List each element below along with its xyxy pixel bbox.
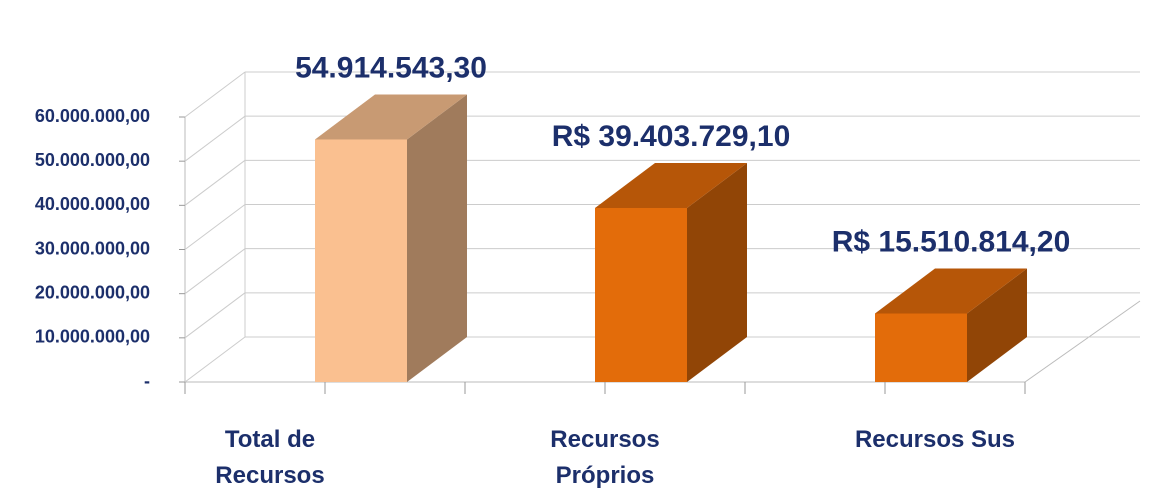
value-label: R$ 39.403.729,10 bbox=[552, 120, 791, 153]
bar-top bbox=[595, 162, 747, 208]
y-tick-label: 30.000.000,00 bbox=[35, 238, 150, 258]
y-tick-label: 50.000.000,00 bbox=[35, 150, 150, 170]
floor-line bbox=[1024, 300, 1141, 383]
x-tick-label: Total de Recursos bbox=[215, 426, 325, 489]
bar bbox=[315, 139, 407, 382]
y-tick-label: - bbox=[144, 371, 150, 391]
grid-line bbox=[184, 248, 246, 295]
grid-line bbox=[184, 159, 246, 206]
grid-line bbox=[184, 336, 246, 383]
y-tick-label: 40.000.000,00 bbox=[35, 194, 150, 214]
bar-side bbox=[407, 94, 467, 383]
value-label: 54.914.543,30 bbox=[295, 51, 487, 84]
bar-side bbox=[967, 268, 1027, 382]
x-tick-label: Recursos Próprios bbox=[550, 426, 660, 489]
y-tick-label: 20.000.000,00 bbox=[35, 282, 150, 302]
grid-line bbox=[184, 292, 246, 339]
grid-line bbox=[184, 71, 246, 118]
bar bbox=[595, 207, 687, 382]
y-tick-label: 60.000.000,00 bbox=[35, 106, 150, 126]
bar-side bbox=[687, 162, 747, 382]
bar-top bbox=[875, 268, 1027, 314]
grid-line bbox=[184, 115, 246, 162]
value-label: R$ 15.510.814,20 bbox=[832, 225, 1071, 258]
bar bbox=[875, 313, 967, 382]
bar-top bbox=[315, 94, 467, 140]
y-tick-label: 10.000.000,00 bbox=[35, 327, 150, 347]
grid-line bbox=[184, 204, 246, 250]
x-tick-label: Recursos Sus bbox=[854, 426, 1016, 453]
